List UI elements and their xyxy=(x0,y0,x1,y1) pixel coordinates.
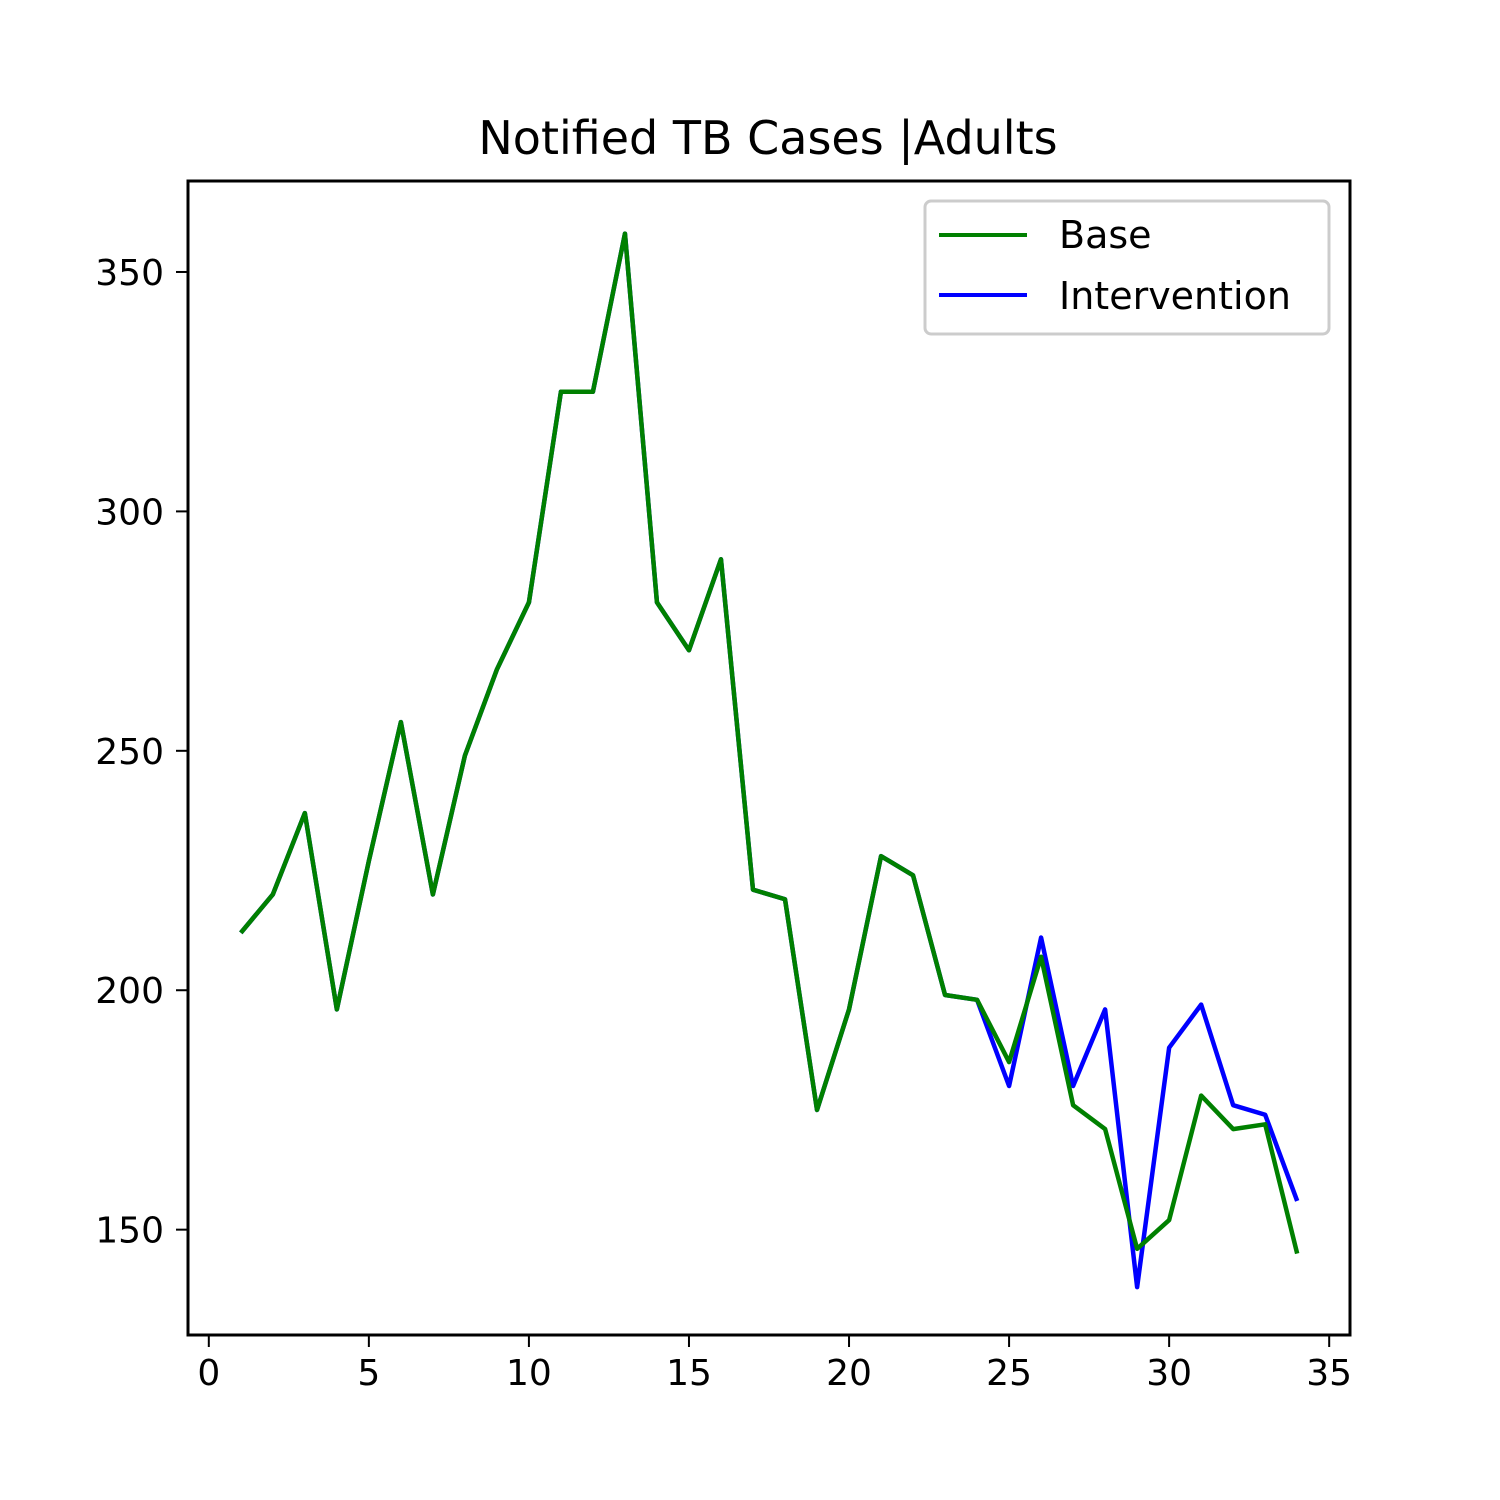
y-tick-label: 150 xyxy=(95,1211,164,1252)
x-tick-label: 30 xyxy=(1146,1353,1192,1394)
legend-label-intervention: Intervention xyxy=(1059,274,1291,318)
x-tick-label: 10 xyxy=(506,1353,552,1394)
series-line-base xyxy=(239,231,1300,1255)
plot-frame xyxy=(186,179,1352,1337)
x-tick-label: 5 xyxy=(357,1353,380,1394)
y-tick-label: 200 xyxy=(95,971,164,1012)
y-tick-label: 250 xyxy=(95,732,164,773)
x-tick-label: 20 xyxy=(826,1353,872,1394)
x-axis: 0 5 10 15 20 25 30 35 xyxy=(197,1335,1352,1394)
y-tick-label: 350 xyxy=(95,253,164,294)
y-axis: 150 200 250 300 350 xyxy=(95,253,188,1252)
x-tick-label: 0 xyxy=(197,1353,220,1394)
legend-label-base: Base xyxy=(1059,213,1152,257)
legend: Base Intervention xyxy=(923,199,1331,336)
x-tick-label: 15 xyxy=(666,1353,712,1394)
x-tick-label: 25 xyxy=(986,1353,1032,1394)
x-tick-label: 35 xyxy=(1306,1353,1352,1394)
series-layer xyxy=(239,231,1300,1290)
y-tick-label: 300 xyxy=(95,492,164,533)
chart-title: Notified TB Cases |Adults xyxy=(478,111,1057,166)
plot-area xyxy=(188,181,1350,1335)
